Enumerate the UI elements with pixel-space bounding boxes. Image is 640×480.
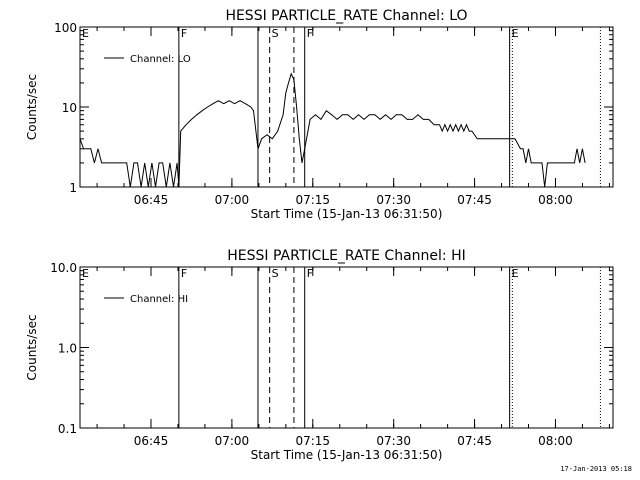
x-tick-label: 08:00 [538,434,573,448]
y-tick-label: 1 [69,181,77,195]
x-tick-label: 07:45 [457,193,492,207]
x-axis-label: Start Time (15-Jan-13 06:31:50) [251,207,443,221]
x-tick-label: 08:00 [538,193,573,207]
event-marker-label: F [181,27,187,40]
y-tick-label: 100 [54,21,77,35]
y-tick-label: 10 [62,101,77,115]
event-marker-label: S [272,27,279,40]
y-tick-label: 0.1 [58,422,77,436]
x-tick-label: 07:30 [376,434,411,448]
x-tick-label: 07:00 [215,193,250,207]
event-marker-label: E [82,267,89,280]
event-marker-label: E [512,27,519,40]
x-axis-label: Start Time (15-Jan-13 06:31:50) [251,448,443,462]
y-tick-label: 10.0 [50,261,77,275]
event-marker-label: F [307,27,313,40]
y-axis-label: Counts/sec [25,74,39,140]
x-tick-label: 07:15 [295,193,330,207]
event-marker-label: F [307,267,313,280]
x-tick-label: 06:45 [134,434,169,448]
plot-frame [79,266,614,429]
x-tick-label: 07:45 [457,434,492,448]
event-marker-label: F [181,267,187,280]
y-tick-label: 1.0 [58,342,77,356]
x-tick-label: 07:00 [215,434,250,448]
event-marker-label: S [272,267,279,280]
x-tick-label: 07:15 [295,434,330,448]
event-marker-label: E [512,267,519,280]
event-marker-label: E [82,27,89,40]
footer-timestamp: 17-Jan-2013 05:18 [560,465,632,473]
chart-title: HESSI PARTICLE_RATE Channel: LO [225,8,467,24]
series-line-channel-lo [79,72,586,188]
x-tick-label: 06:45 [134,193,169,207]
legend-entry: Channel: LO [130,54,191,65]
legend-entry: Channel: HI [130,294,188,305]
x-tick-label: 07:30 [376,193,411,207]
y-axis-label: Counts/sec [25,314,39,380]
chart-title: HESSI PARTICLE_RATE Channel: HI [227,248,465,264]
